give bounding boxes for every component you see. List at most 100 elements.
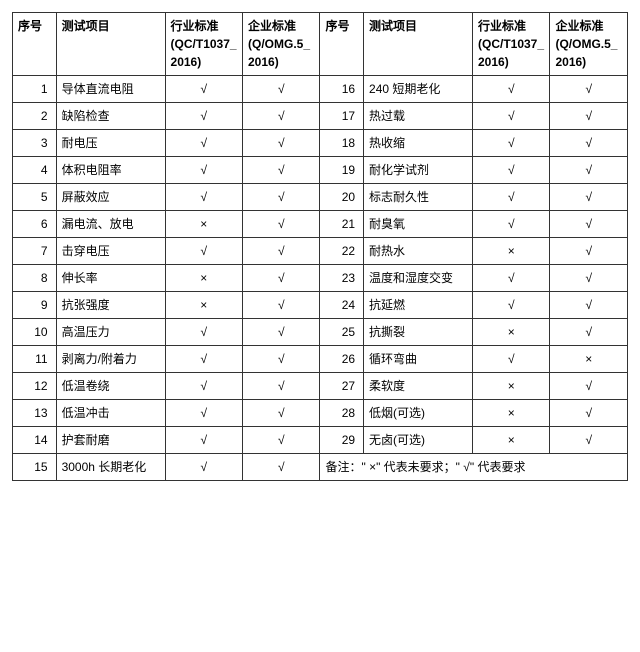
- cell-enterprise: √: [243, 130, 320, 157]
- header-enterprise-1: 企业标准 (Q/OMG.5_2016): [243, 13, 320, 76]
- cell-item: 低温冲击: [56, 400, 165, 427]
- table-row: 13低温冲击√√28低烟(可选)×√: [13, 400, 628, 427]
- cell-seq: 25: [320, 319, 364, 346]
- cell-enterprise: √: [243, 76, 320, 103]
- cell-enterprise: √: [243, 346, 320, 373]
- note-cell: 备注：" ×" 代表未要求；" √" 代表要求: [320, 454, 628, 481]
- cell-enterprise: √: [550, 427, 628, 454]
- cell-item: 耐臭氧: [364, 211, 473, 238]
- cell-industry: √: [473, 157, 550, 184]
- table-body: 1导体直流电阻√√16240 短期老化√√2缺陷检查√√17热过载√√3耐电压√…: [13, 76, 628, 481]
- cell-item: 循环弯曲: [364, 346, 473, 373]
- header-enterprise-2: 企业标准 (Q/OMG.5_2016): [550, 13, 628, 76]
- cell-item: 柔软度: [364, 373, 473, 400]
- cell-industry: √: [473, 130, 550, 157]
- cell-item: 标志耐久性: [364, 184, 473, 211]
- table-row: 7击穿电压√√22耐热水×√: [13, 238, 628, 265]
- cell-seq: 26: [320, 346, 364, 373]
- table-row: 2缺陷检查√√17热过载√√: [13, 103, 628, 130]
- cell-seq: 2: [13, 103, 57, 130]
- cell-industry: √: [473, 292, 550, 319]
- cell-item: 缺陷检查: [56, 103, 165, 130]
- table-row: 11剥离力/附着力√√26循环弯曲√×: [13, 346, 628, 373]
- cell-seq: 28: [320, 400, 364, 427]
- cell-item: 低烟(可选): [364, 400, 473, 427]
- cell-item: 击穿电压: [56, 238, 165, 265]
- table-row: 8伸长率×√23温度和湿度交变√√: [13, 265, 628, 292]
- cell-item: 耐电压: [56, 130, 165, 157]
- cell-item: 抗延燃: [364, 292, 473, 319]
- cell-seq: 10: [13, 319, 57, 346]
- cell-industry: √: [165, 157, 242, 184]
- header-item-1: 测试项目: [56, 13, 165, 76]
- cell-item: 高温压力: [56, 319, 165, 346]
- cell-seq: 15: [13, 454, 57, 481]
- cell-enterprise: √: [550, 103, 628, 130]
- cell-enterprise: √: [550, 184, 628, 211]
- cell-item: 抗张强度: [56, 292, 165, 319]
- cell-seq: 27: [320, 373, 364, 400]
- cell-item: 导体直流电阻: [56, 76, 165, 103]
- cell-seq: 18: [320, 130, 364, 157]
- cell-item: 伸长率: [56, 265, 165, 292]
- cell-industry: √: [165, 319, 242, 346]
- header-industry-2: 行业标准 (QC/T1037_2016): [473, 13, 550, 76]
- table-row: 12低温卷绕√√27柔软度×√: [13, 373, 628, 400]
- cell-enterprise: √: [243, 400, 320, 427]
- cell-industry: √: [473, 76, 550, 103]
- cell-item: 温度和湿度交变: [364, 265, 473, 292]
- cell-industry: √: [165, 346, 242, 373]
- cell-seq: 21: [320, 211, 364, 238]
- cell-industry: √: [165, 400, 242, 427]
- cell-enterprise: √: [550, 373, 628, 400]
- cell-item: 漏电流、放电: [56, 211, 165, 238]
- cell-item: 体积电阻率: [56, 157, 165, 184]
- cell-industry: √: [165, 184, 242, 211]
- cell-seq: 24: [320, 292, 364, 319]
- table-row: 9抗张强度×√24抗延燃√√: [13, 292, 628, 319]
- cell-industry: √: [165, 238, 242, 265]
- cell-item: 240 短期老化: [364, 76, 473, 103]
- cell-item: 剥离力/附着力: [56, 346, 165, 373]
- cell-seq: 16: [320, 76, 364, 103]
- table-row: 14护套耐磨√√29无卤(可选)×√: [13, 427, 628, 454]
- cell-enterprise: √: [243, 157, 320, 184]
- cell-enterprise: √: [243, 292, 320, 319]
- cell-enterprise: √: [550, 319, 628, 346]
- cell-enterprise: √: [243, 238, 320, 265]
- comparison-table: 序号 测试项目 行业标准 (QC/T1037_2016) 企业标准 (Q/OMG…: [12, 12, 628, 481]
- cell-seq: 29: [320, 427, 364, 454]
- table-row: 153000h 长期老化√√备注：" ×" 代表未要求；" √" 代表要求: [13, 454, 628, 481]
- cell-enterprise: √: [243, 454, 320, 481]
- cell-industry: ×: [165, 265, 242, 292]
- cell-item: 耐化学试剂: [364, 157, 473, 184]
- cell-enterprise: √: [550, 265, 628, 292]
- cell-industry: √: [473, 184, 550, 211]
- cell-item: 热过载: [364, 103, 473, 130]
- cell-industry: ×: [165, 211, 242, 238]
- cell-seq: 1: [13, 76, 57, 103]
- cell-industry: √: [473, 103, 550, 130]
- cell-industry: ×: [473, 400, 550, 427]
- cell-enterprise: √: [550, 157, 628, 184]
- cell-industry: √: [165, 76, 242, 103]
- cell-enterprise: √: [550, 400, 628, 427]
- cell-item: 抗撕裂: [364, 319, 473, 346]
- cell-enterprise: √: [550, 76, 628, 103]
- table-row: 3耐电压√√18热收缩√√: [13, 130, 628, 157]
- cell-enterprise: √: [243, 103, 320, 130]
- cell-seq: 12: [13, 373, 57, 400]
- header-industry-1: 行业标准 (QC/T1037_2016): [165, 13, 242, 76]
- cell-industry: ×: [473, 427, 550, 454]
- cell-industry: √: [473, 265, 550, 292]
- header-item-2: 测试项目: [364, 13, 473, 76]
- header-seq-1: 序号: [13, 13, 57, 76]
- cell-seq: 20: [320, 184, 364, 211]
- cell-enterprise: √: [243, 184, 320, 211]
- cell-industry: √: [165, 103, 242, 130]
- table-row: 10高温压力√√25抗撕裂×√: [13, 319, 628, 346]
- cell-seq: 7: [13, 238, 57, 265]
- header-seq-2: 序号: [320, 13, 364, 76]
- cell-industry: ×: [165, 292, 242, 319]
- cell-seq: 13: [13, 400, 57, 427]
